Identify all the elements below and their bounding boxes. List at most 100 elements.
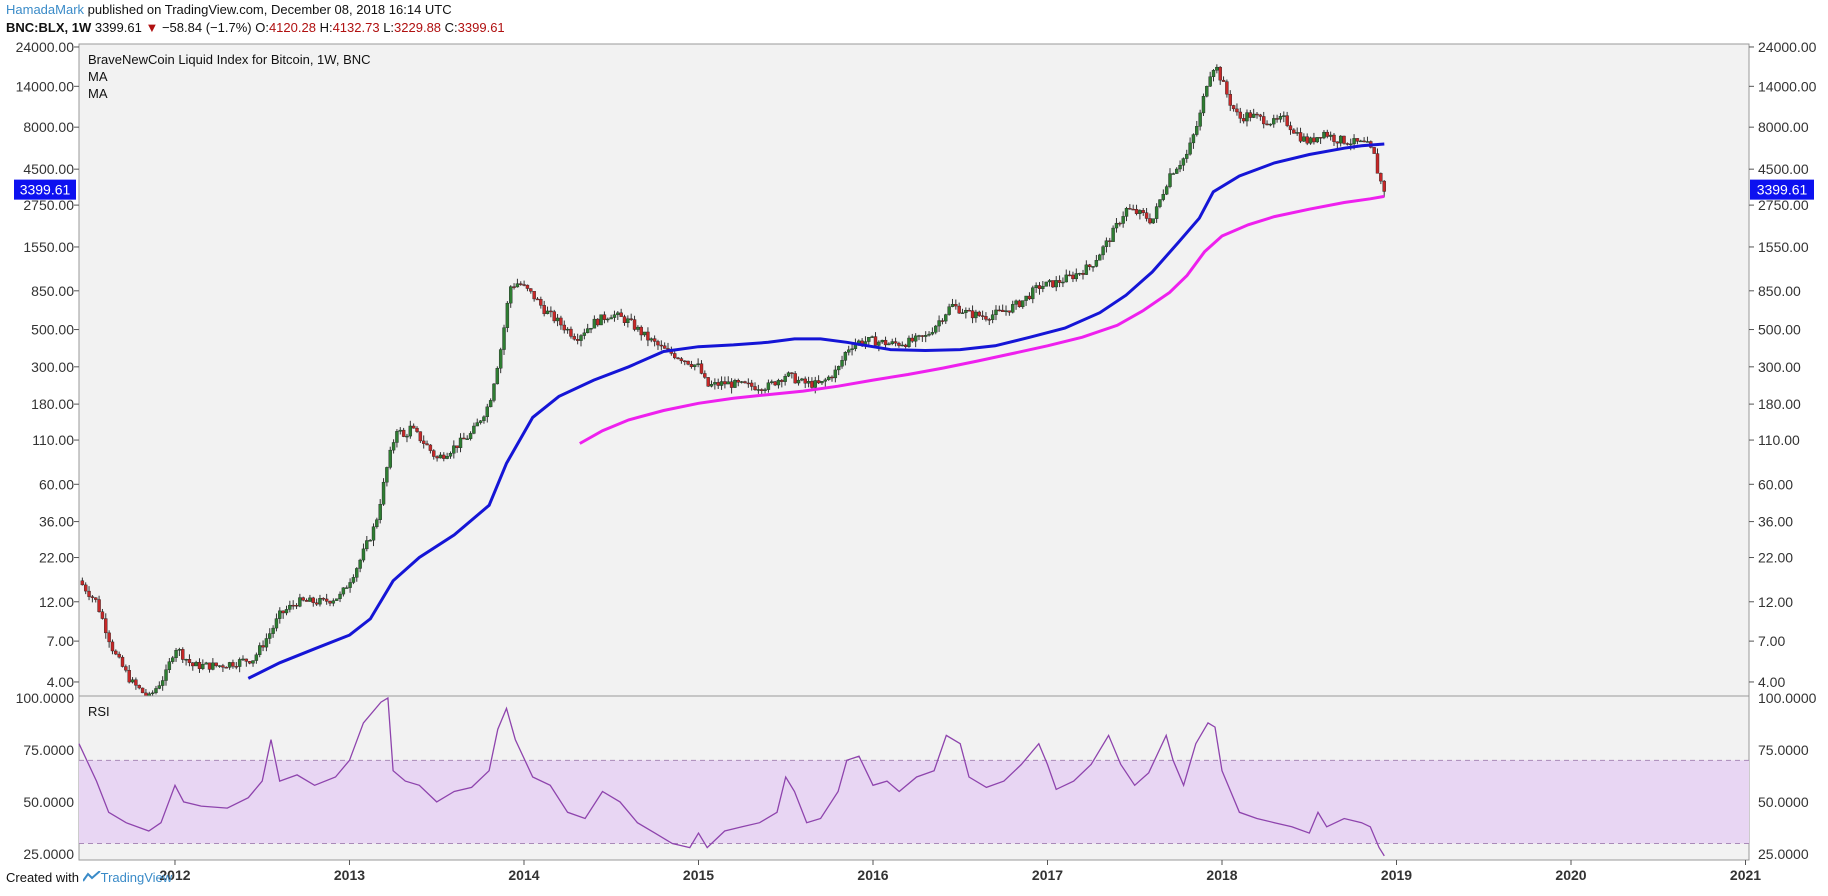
price-pane-bg[interactable] bbox=[78, 43, 1750, 697]
candle-body bbox=[214, 662, 218, 666]
candle-body bbox=[278, 610, 282, 619]
candle-body bbox=[244, 658, 249, 662]
candle-body bbox=[890, 341, 894, 345]
candle-body bbox=[482, 416, 486, 421]
y-tick-label-right: 60.00 bbox=[1758, 476, 1793, 492]
candle-body bbox=[559, 317, 563, 326]
candle-body bbox=[622, 316, 627, 324]
candle-body bbox=[110, 641, 115, 652]
candle-body bbox=[1205, 86, 1209, 97]
candle-body bbox=[984, 316, 988, 320]
candle-body bbox=[539, 299, 543, 306]
candle-body bbox=[1071, 274, 1075, 280]
candle-body bbox=[619, 312, 623, 317]
candle-body bbox=[545, 310, 550, 315]
candle-body bbox=[171, 657, 175, 662]
y-tick-label-left: 22.00 bbox=[39, 550, 74, 566]
candle-body bbox=[833, 369, 838, 379]
candle-body bbox=[873, 336, 878, 346]
candle-body bbox=[997, 309, 1002, 312]
candle-body bbox=[134, 679, 138, 686]
candle-body bbox=[1312, 137, 1316, 143]
rsi-pane[interactable] bbox=[78, 695, 1750, 861]
candle-body bbox=[1101, 246, 1105, 256]
candle-body bbox=[1094, 260, 1099, 267]
tradingview-brand[interactable]: TradingView bbox=[100, 870, 173, 885]
candle-body bbox=[1104, 240, 1109, 247]
candle-body bbox=[739, 381, 744, 383]
candle-body bbox=[569, 328, 573, 337]
candle-body bbox=[1171, 173, 1176, 175]
candle-body bbox=[1081, 273, 1085, 275]
candle-body bbox=[321, 598, 326, 600]
candle-body bbox=[140, 687, 145, 694]
candle-body bbox=[308, 597, 312, 602]
candle-body bbox=[458, 437, 463, 448]
candle-body bbox=[676, 357, 680, 360]
candle-body bbox=[187, 659, 192, 663]
y-tick-label-right: 180.00 bbox=[1758, 396, 1801, 412]
candle-body bbox=[1034, 285, 1038, 288]
ma-legend-2: MA bbox=[88, 86, 108, 101]
rsi-tick-label-left: 75.0000 bbox=[23, 742, 74, 758]
rsi-tick-label-right: 75.0000 bbox=[1758, 742, 1809, 758]
y-tick-label-right: 500.00 bbox=[1758, 322, 1801, 338]
candle-body bbox=[107, 632, 111, 643]
candle-body bbox=[351, 577, 356, 583]
y-tick-label-right: 22.00 bbox=[1758, 550, 1793, 566]
candle-body bbox=[1027, 295, 1032, 300]
y-tick-label-left: 300.00 bbox=[31, 359, 74, 375]
candle-body bbox=[385, 467, 389, 483]
candle-body bbox=[1044, 281, 1048, 287]
candle-body bbox=[679, 358, 684, 362]
candle-body bbox=[348, 582, 352, 588]
author-link[interactable]: HamadaMark bbox=[6, 2, 85, 17]
candle-body bbox=[773, 381, 777, 386]
price-pane[interactable] bbox=[74, 43, 1754, 700]
candle-body bbox=[900, 344, 904, 347]
candle-body bbox=[1017, 300, 1022, 308]
x-tick-label: 2018 bbox=[1206, 867, 1237, 883]
candle-body bbox=[519, 283, 523, 285]
rsi-tick-label-right: 25.0000 bbox=[1758, 846, 1809, 862]
candle-body bbox=[144, 692, 148, 696]
candle-body bbox=[1285, 115, 1289, 126]
candle-body bbox=[1121, 216, 1125, 224]
candle-body bbox=[532, 291, 536, 300]
candle-body bbox=[301, 597, 305, 601]
high-label: H: bbox=[319, 20, 333, 35]
candle-body bbox=[425, 443, 429, 446]
candle-body bbox=[937, 320, 941, 327]
candle-body bbox=[596, 318, 600, 326]
candle-body bbox=[1278, 115, 1283, 120]
candle-body bbox=[1201, 96, 1206, 114]
ohlc-bar: BNC:BLX, 1W 3399.61 ▼ −58.84 (−1.7%) O:4… bbox=[6, 20, 505, 35]
candle-body bbox=[1108, 240, 1112, 242]
y-tick-label-right: 300.00 bbox=[1758, 359, 1801, 375]
candle-body bbox=[150, 692, 155, 695]
candle-body bbox=[706, 377, 710, 387]
candle-body bbox=[241, 658, 245, 661]
candle-body bbox=[800, 378, 804, 381]
candle-body bbox=[505, 302, 510, 328]
candle-body bbox=[1021, 300, 1025, 308]
candle-body bbox=[502, 327, 506, 350]
candle-body bbox=[455, 445, 459, 448]
candle-body bbox=[883, 339, 888, 346]
candle-body bbox=[411, 425, 416, 429]
candle-body bbox=[512, 286, 516, 288]
candle-body bbox=[401, 429, 406, 437]
high-value: 4132.73 bbox=[332, 20, 380, 35]
candle-body bbox=[743, 381, 747, 384]
candle-body bbox=[154, 688, 158, 694]
candle-body bbox=[930, 332, 935, 335]
candle-body bbox=[770, 381, 774, 383]
candle-body bbox=[274, 618, 279, 629]
ma-fast-line bbox=[247, 142, 1385, 680]
candle-body bbox=[880, 339, 884, 343]
candle-body bbox=[124, 666, 128, 671]
candle-body bbox=[947, 306, 951, 315]
candle-body bbox=[1188, 142, 1192, 155]
candle-body bbox=[592, 318, 597, 329]
